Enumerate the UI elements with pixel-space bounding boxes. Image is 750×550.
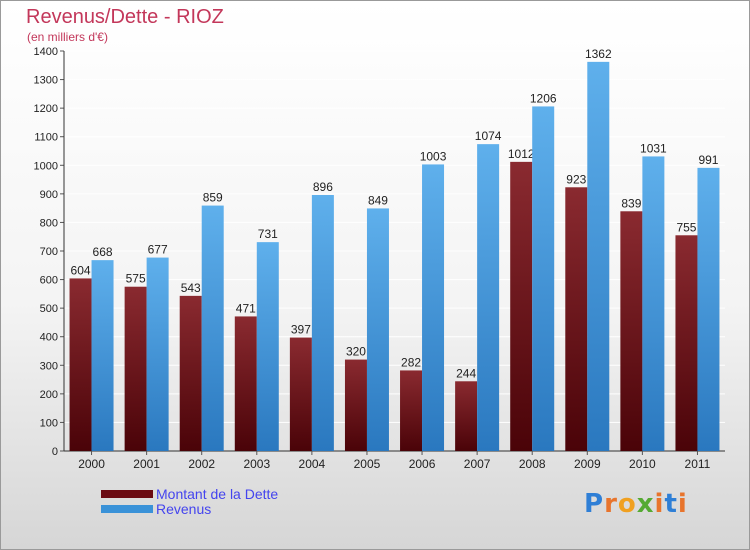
legend-item-debt: Montant de la Dette <box>101 485 279 502</box>
bar-debt <box>289 337 312 451</box>
y-tick-label: 700 <box>40 246 58 258</box>
logo-letter: r <box>604 489 618 519</box>
data-label-debt: 575 <box>126 272 146 286</box>
bar-revenue <box>256 242 279 451</box>
y-tick-label: 1100 <box>34 132 58 144</box>
bar-debt <box>565 187 588 452</box>
logo-letter: P <box>584 489 605 519</box>
logo-letter: o <box>617 489 637 519</box>
bar-revenue <box>422 164 445 451</box>
y-tick-label: 1000 <box>34 160 58 172</box>
bar-revenue <box>201 205 224 451</box>
bar-revenue <box>642 156 665 451</box>
x-tick-label: 2004 <box>299 457 326 471</box>
data-label-revenue: 859 <box>203 191 223 205</box>
x-tick-label: 2005 <box>354 457 381 471</box>
x-tick-label: 2003 <box>243 457 270 471</box>
y-tick-label: 200 <box>40 389 58 401</box>
logo-letter: t <box>664 489 678 519</box>
data-label-debt: 397 <box>291 323 311 337</box>
data-label-debt: 839 <box>621 196 641 210</box>
y-tick-label: 0 <box>52 446 58 458</box>
bar-revenue <box>587 61 610 451</box>
x-tick-label: 2006 <box>409 457 436 471</box>
chart-subtitle: (en milliers d'€) <box>27 30 108 44</box>
bar-debt <box>620 211 643 451</box>
data-label-revenue: 1362 <box>585 47 612 61</box>
x-tick-label: 2011 <box>685 457 711 471</box>
data-label-revenue: 731 <box>258 227 278 241</box>
legend-swatch-debt <box>101 489 153 498</box>
data-label-revenue: 1206 <box>530 91 557 105</box>
bar-revenue <box>366 208 389 451</box>
x-tick-label: 2008 <box>519 457 546 471</box>
logo-letter: i <box>654 489 665 519</box>
y-tick-label: 800 <box>40 217 58 229</box>
bar-revenue <box>146 257 169 451</box>
bar-revenue <box>477 144 500 451</box>
x-tick-label: 2007 <box>464 457 491 471</box>
y-tick-label: 1300 <box>34 75 58 87</box>
bar-debt <box>69 278 92 451</box>
logo-letter: x <box>636 489 655 519</box>
legend-label-debt: Montant de la Dette <box>156 485 279 502</box>
legend-swatch-revenue <box>101 504 153 513</box>
y-tick-label: 500 <box>40 303 58 315</box>
y-tick-label: 600 <box>40 275 58 287</box>
data-label-revenue: 1074 <box>475 129 502 143</box>
data-label-debt: 604 <box>71 263 91 277</box>
bar-debt <box>510 161 533 451</box>
data-label-revenue: 668 <box>93 245 113 259</box>
y-tick-label: 400 <box>40 332 58 344</box>
data-label-revenue: 1031 <box>640 141 667 155</box>
bar-revenue <box>311 195 334 451</box>
legend: Montant de la Dette Revenus <box>101 485 279 517</box>
data-label-revenue: 677 <box>148 243 168 257</box>
x-tick-label: 2000 <box>78 457 105 471</box>
x-tick-label: 2002 <box>188 457 215 471</box>
data-label-debt: 755 <box>676 220 696 234</box>
data-label-debt: 282 <box>401 355 421 369</box>
data-label-revenue: 896 <box>313 180 333 194</box>
proxiti-logo: Proxiti <box>584 489 688 519</box>
x-tick-label: 2001 <box>133 457 160 471</box>
x-tick-label: 2009 <box>574 457 601 471</box>
bar-debt <box>124 286 147 451</box>
data-label-debt: 1012 <box>508 147 535 161</box>
logo-letter: i <box>677 489 688 519</box>
data-label-revenue: 991 <box>698 153 718 167</box>
y-tick-label: 900 <box>40 189 58 201</box>
data-label-debt: 471 <box>236 301 256 315</box>
legend-item-revenue: Revenus <box>101 500 278 517</box>
bar-revenue <box>91 260 114 451</box>
chart-title: Revenus/Dette - RIOZ <box>26 6 224 28</box>
bar-debt <box>179 295 202 451</box>
bar-revenue <box>532 106 555 451</box>
y-tick-label: 1400 <box>34 46 58 58</box>
data-label-debt: 244 <box>456 366 476 380</box>
bar-revenue <box>697 167 720 451</box>
y-tick-label: 300 <box>40 360 58 372</box>
bar-debt <box>234 316 257 451</box>
data-label-debt: 923 <box>566 172 586 186</box>
x-tick-label: 2010 <box>629 457 656 471</box>
bar-debt <box>675 235 698 451</box>
data-label-revenue: 1003 <box>420 149 447 163</box>
data-label-debt: 320 <box>346 345 366 359</box>
bar-debt <box>344 359 367 451</box>
bar-debt <box>455 381 478 451</box>
data-label-revenue: 849 <box>368 193 388 207</box>
bar-debt <box>400 370 423 451</box>
data-label-debt: 543 <box>181 281 201 295</box>
legend-label-revenue: Revenus <box>156 500 212 517</box>
y-tick-label: 1200 <box>34 103 58 115</box>
y-tick-label: 100 <box>40 417 58 429</box>
